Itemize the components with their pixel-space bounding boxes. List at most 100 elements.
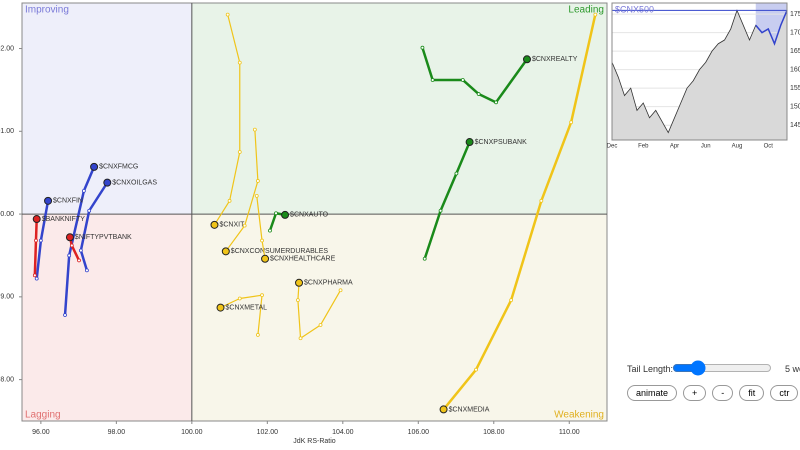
tail-point xyxy=(338,288,343,293)
x-tick-label: Feb xyxy=(638,144,649,150)
x-tick-label: 96.00 xyxy=(32,429,50,436)
tail-point xyxy=(255,179,260,183)
tail-point xyxy=(318,323,323,327)
x-tick-label: 108.00 xyxy=(483,429,505,436)
tail-point xyxy=(63,313,67,317)
series-label: $CNXMEDIA xyxy=(449,406,490,413)
x-tick-label: 106.00 xyxy=(408,429,430,436)
control-button[interactable]: - xyxy=(712,385,734,401)
x-tick-label: 110.00 xyxy=(559,429,580,436)
series-label: $CNXHEALTHCARE xyxy=(270,256,336,263)
inset-area xyxy=(612,10,787,140)
control-button[interactable]: fit xyxy=(739,385,765,401)
head-point xyxy=(261,254,270,263)
x-tick-label: Jun xyxy=(701,144,711,150)
tail-point xyxy=(77,258,81,263)
tail-point xyxy=(539,198,544,203)
y-tick-label: 155 xyxy=(790,85,800,92)
head-point xyxy=(216,303,225,312)
tail-point xyxy=(260,293,264,298)
tail-point xyxy=(32,273,37,278)
button-bar: animate+-fitctrmax xyxy=(627,385,800,401)
y-tick-label: 145 xyxy=(790,122,800,129)
head-point xyxy=(90,162,99,171)
tail-point xyxy=(430,78,435,82)
head-point xyxy=(210,220,219,229)
tail-point xyxy=(252,127,257,132)
tail-slider[interactable] xyxy=(672,362,772,374)
series-label: $CNXMETAL xyxy=(226,304,268,311)
series-label: $CNXPSUBANK xyxy=(475,139,527,146)
y-tick-label: 100.00 xyxy=(0,211,14,218)
series-label: $CNXFMCG xyxy=(99,164,138,171)
inset-border xyxy=(611,2,788,141)
series-label: $CNXIT xyxy=(219,222,245,229)
y-tick-label: 101.00 xyxy=(0,128,14,135)
head-point xyxy=(65,233,74,242)
tail-point xyxy=(260,238,264,243)
head-point xyxy=(221,247,230,256)
head-point xyxy=(103,178,112,187)
tail-point xyxy=(227,198,232,203)
tail-point xyxy=(225,12,230,17)
head-point xyxy=(295,278,304,287)
y-tick-label: 98.00 xyxy=(0,376,14,383)
head-point xyxy=(439,405,448,414)
tail-point xyxy=(295,298,300,303)
inset-title: $CNX500 xyxy=(615,4,654,14)
series-label: $CNXREALTY xyxy=(532,56,578,63)
plot-border xyxy=(21,2,608,422)
y-tick-label: 150 xyxy=(790,104,800,111)
y-tick-label: 170 xyxy=(790,29,800,36)
tail-point xyxy=(422,256,427,261)
series-label: $BANKNIFTY xyxy=(42,216,86,223)
quadrant-lagging xyxy=(22,214,192,421)
series-label: $CNXPHARMA xyxy=(304,280,353,287)
tail-line xyxy=(225,129,259,252)
head-point xyxy=(32,215,41,224)
tail-point xyxy=(67,253,72,258)
tail-point xyxy=(454,171,459,176)
y-tick-label: 99.00 xyxy=(0,294,14,301)
head-point xyxy=(522,55,531,64)
control-button[interactable]: ctr xyxy=(770,385,799,401)
head-point xyxy=(281,210,290,219)
tail-line xyxy=(421,47,529,104)
tail-point xyxy=(85,268,89,273)
tail-value: 5 weeks xyxy=(785,364,800,374)
quadrant-label: Lagging xyxy=(25,410,61,421)
x-tick-label: 104.00 xyxy=(332,429,354,436)
inset-tail xyxy=(755,10,788,46)
y-tick-label: 102.00 xyxy=(0,45,14,52)
series-label: $CNXCONSUMERDURABLES xyxy=(231,248,329,255)
series-label: $CNXOILGAS xyxy=(112,179,157,186)
quadrant-leading xyxy=(191,3,607,215)
tail-point xyxy=(69,243,74,248)
tail-point xyxy=(81,188,86,193)
tail-point xyxy=(38,238,43,243)
control-button[interactable]: animate xyxy=(627,385,678,401)
tail-point xyxy=(569,120,574,125)
tail-point xyxy=(87,208,92,213)
control-button[interactable]: + xyxy=(683,385,707,401)
x-axis-label: JdK RS-Ratio xyxy=(293,438,336,445)
tail-point xyxy=(242,223,247,228)
tail-line xyxy=(423,141,471,260)
tail-line xyxy=(79,181,109,271)
series-label: $NIFTYPVTBANK xyxy=(75,234,132,241)
tail-point xyxy=(268,228,272,233)
tail-line xyxy=(63,166,96,316)
x-tick-label: 98.00 xyxy=(108,429,126,436)
tail-point xyxy=(78,248,83,253)
quadrant-label: Weakening xyxy=(554,410,604,421)
y-tick-label: 165 xyxy=(790,48,800,55)
tail-point xyxy=(474,367,478,372)
x-tick-label: Oct xyxy=(764,144,774,150)
quadrant-label: Improving xyxy=(25,5,69,16)
tail-point xyxy=(593,12,598,17)
x-tick-label: Apr xyxy=(670,144,679,150)
y-tick-label: 175 xyxy=(790,11,800,18)
tail-point xyxy=(254,193,259,198)
